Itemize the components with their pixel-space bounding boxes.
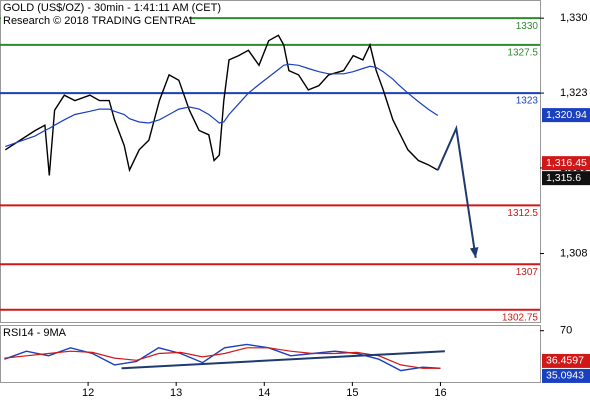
rsi-panel: 70 36.4597 35.0943 RSI14 - 9MA 12 13 14 15 16 <box>0 325 590 399</box>
y-tick-label: 1,308 <box>560 247 588 259</box>
price-badge-label: 1,315.6 <box>546 172 581 184</box>
price-badge <box>542 156 590 171</box>
price-badge-label: 1,320.94 <box>546 109 587 121</box>
x-tick-label: 12 <box>82 387 94 399</box>
arrow-head <box>469 247 479 258</box>
level-label: 1307 <box>516 267 539 278</box>
price-badge <box>542 368 590 383</box>
price-badge-label: 35.0943 <box>546 370 584 382</box>
level-label: 1323 <box>516 96 539 107</box>
panel-frame <box>0 325 541 383</box>
x-tick-label: 16 <box>434 387 446 399</box>
level-label: 1312.5 <box>507 208 538 219</box>
price-badge-label: 36.4597 <box>546 355 584 367</box>
x-tick-label: 15 <box>346 387 358 399</box>
y-tick-label: 70 <box>560 325 572 337</box>
chart-title: RSI14 - 9MA <box>3 327 67 339</box>
series-line <box>4 343 441 372</box>
price-badge-label: 1,316.45 <box>546 157 587 169</box>
x-tick-label: 13 <box>170 387 182 399</box>
series-line <box>5 63 439 148</box>
title-bg <box>1 1 189 27</box>
y-tick-label: 1,323 <box>560 87 588 99</box>
level-label: 1330 <box>516 21 539 32</box>
panel-frame <box>0 0 541 323</box>
price-badge <box>542 353 590 368</box>
x-tick-label: 14 <box>258 387 270 399</box>
projection <box>436 124 477 258</box>
trendline <box>121 350 445 370</box>
level-label: 1302.75 <box>502 312 539 323</box>
price-badge <box>542 171 590 186</box>
series-line <box>4 34 439 176</box>
price-badge <box>542 108 590 123</box>
price-panel: 1,3301,3231,3161,30813301327.513231312.5… <box>0 0 590 323</box>
level-label: 1327.5 <box>507 48 538 59</box>
chart-title: GOLD (US$/OZ) - 30min - 1:41:11 AM (CET) <box>3 2 221 14</box>
chart-subtitle: Research © 2018 TRADING CENTRAL <box>3 15 196 27</box>
y-tick-label: 1,330 <box>560 12 588 24</box>
